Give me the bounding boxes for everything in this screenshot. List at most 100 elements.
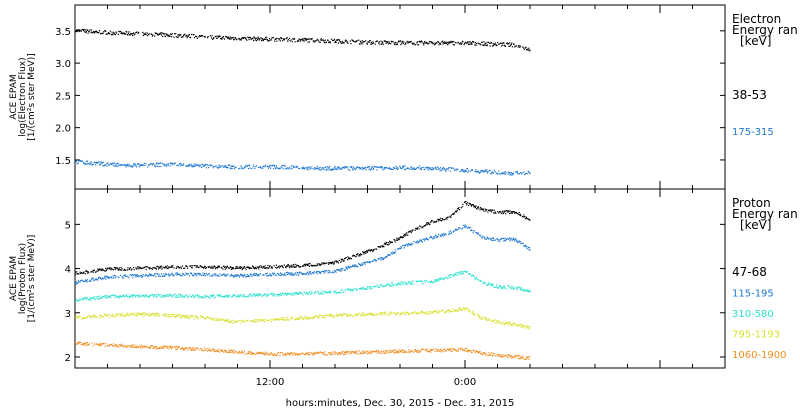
data-point	[478, 316, 480, 318]
data-point	[448, 233, 450, 235]
data-point	[329, 41, 331, 43]
data-point	[305, 292, 308, 294]
data-point	[460, 347, 462, 349]
data-point	[250, 38, 252, 40]
data-point	[378, 167, 380, 169]
data-point	[281, 167, 283, 169]
data-point	[76, 283, 78, 285]
data-point	[261, 294, 263, 296]
data-point	[257, 36, 259, 38]
data-point	[180, 296, 182, 298]
data-point	[192, 165, 194, 167]
data-point	[85, 297, 87, 299]
data-point	[208, 167, 210, 169]
data-point	[480, 280, 482, 282]
data-point	[284, 292, 287, 295]
data-point	[386, 351, 388, 353]
data-point	[505, 288, 507, 290]
data-point	[359, 264, 361, 266]
data-point	[491, 237, 493, 239]
data-point	[141, 344, 143, 346]
data-point	[272, 273, 275, 275]
data-point	[329, 270, 331, 272]
data-point	[518, 325, 520, 327]
data-point	[485, 352, 487, 354]
data-point	[321, 293, 323, 295]
data-point	[352, 315, 354, 317]
data-point	[353, 288, 355, 290]
data-point	[304, 168, 306, 170]
data-point	[185, 314, 188, 317]
data-point	[320, 263, 322, 265]
data-point	[393, 349, 395, 351]
data-point	[233, 295, 235, 297]
data-point	[211, 295, 213, 297]
data-point	[213, 349, 215, 351]
data-point	[220, 349, 222, 351]
data-point	[436, 311, 438, 313]
data-point	[463, 307, 465, 309]
data-point	[111, 268, 113, 270]
data-point	[187, 35, 189, 37]
data-point	[327, 166, 329, 168]
data-point	[375, 40, 378, 42]
data-point	[258, 351, 260, 353]
data-point	[416, 311, 418, 314]
data-point	[254, 168, 256, 170]
data-point	[444, 168, 446, 170]
data-point	[102, 316, 105, 318]
data-point	[523, 290, 525, 292]
data-point	[381, 245, 383, 247]
data-point	[345, 40, 347, 42]
data-point	[439, 234, 441, 236]
data-point	[268, 294, 270, 296]
data-point	[400, 283, 402, 285]
data-point	[366, 314, 368, 316]
data-point	[276, 166, 278, 168]
data-point	[425, 167, 428, 169]
data-point	[299, 291, 301, 293]
data-point	[264, 265, 266, 267]
data-point	[449, 42, 451, 44]
data-point	[410, 350, 412, 352]
data-point	[514, 354, 516, 356]
data-point	[441, 350, 443, 352]
data-point	[325, 354, 327, 356]
data-point	[439, 219, 441, 221]
data-point	[441, 218, 443, 220]
data-point	[383, 311, 385, 313]
data-point	[529, 326, 531, 328]
data-point	[342, 259, 344, 261]
data-point	[224, 349, 226, 351]
data-point	[344, 290, 346, 292]
data-point	[101, 268, 103, 270]
data-point	[520, 173, 523, 175]
data-point	[307, 352, 309, 354]
data-point	[236, 39, 238, 41]
data-point	[137, 275, 139, 277]
data-point	[137, 274, 139, 277]
data-point	[429, 40, 431, 43]
data-point	[255, 274, 257, 276]
data-point	[499, 211, 502, 213]
data-point	[157, 313, 159, 315]
data-point	[102, 165, 104, 167]
data-point	[411, 350, 413, 352]
data-point	[523, 173, 525, 176]
data-point	[130, 33, 132, 35]
data-point	[135, 164, 137, 166]
data-point	[418, 44, 420, 46]
data-point	[156, 312, 158, 314]
data-point	[341, 314, 343, 316]
data-point	[85, 160, 87, 162]
data-point	[96, 270, 98, 272]
data-point	[251, 267, 253, 269]
data-point	[205, 267, 207, 269]
data-point	[451, 167, 453, 169]
data-point	[461, 42, 463, 44]
data-point	[504, 211, 506, 213]
data-point	[121, 269, 123, 271]
data-point	[366, 353, 368, 355]
data-point	[427, 43, 429, 45]
data-point	[207, 165, 209, 167]
